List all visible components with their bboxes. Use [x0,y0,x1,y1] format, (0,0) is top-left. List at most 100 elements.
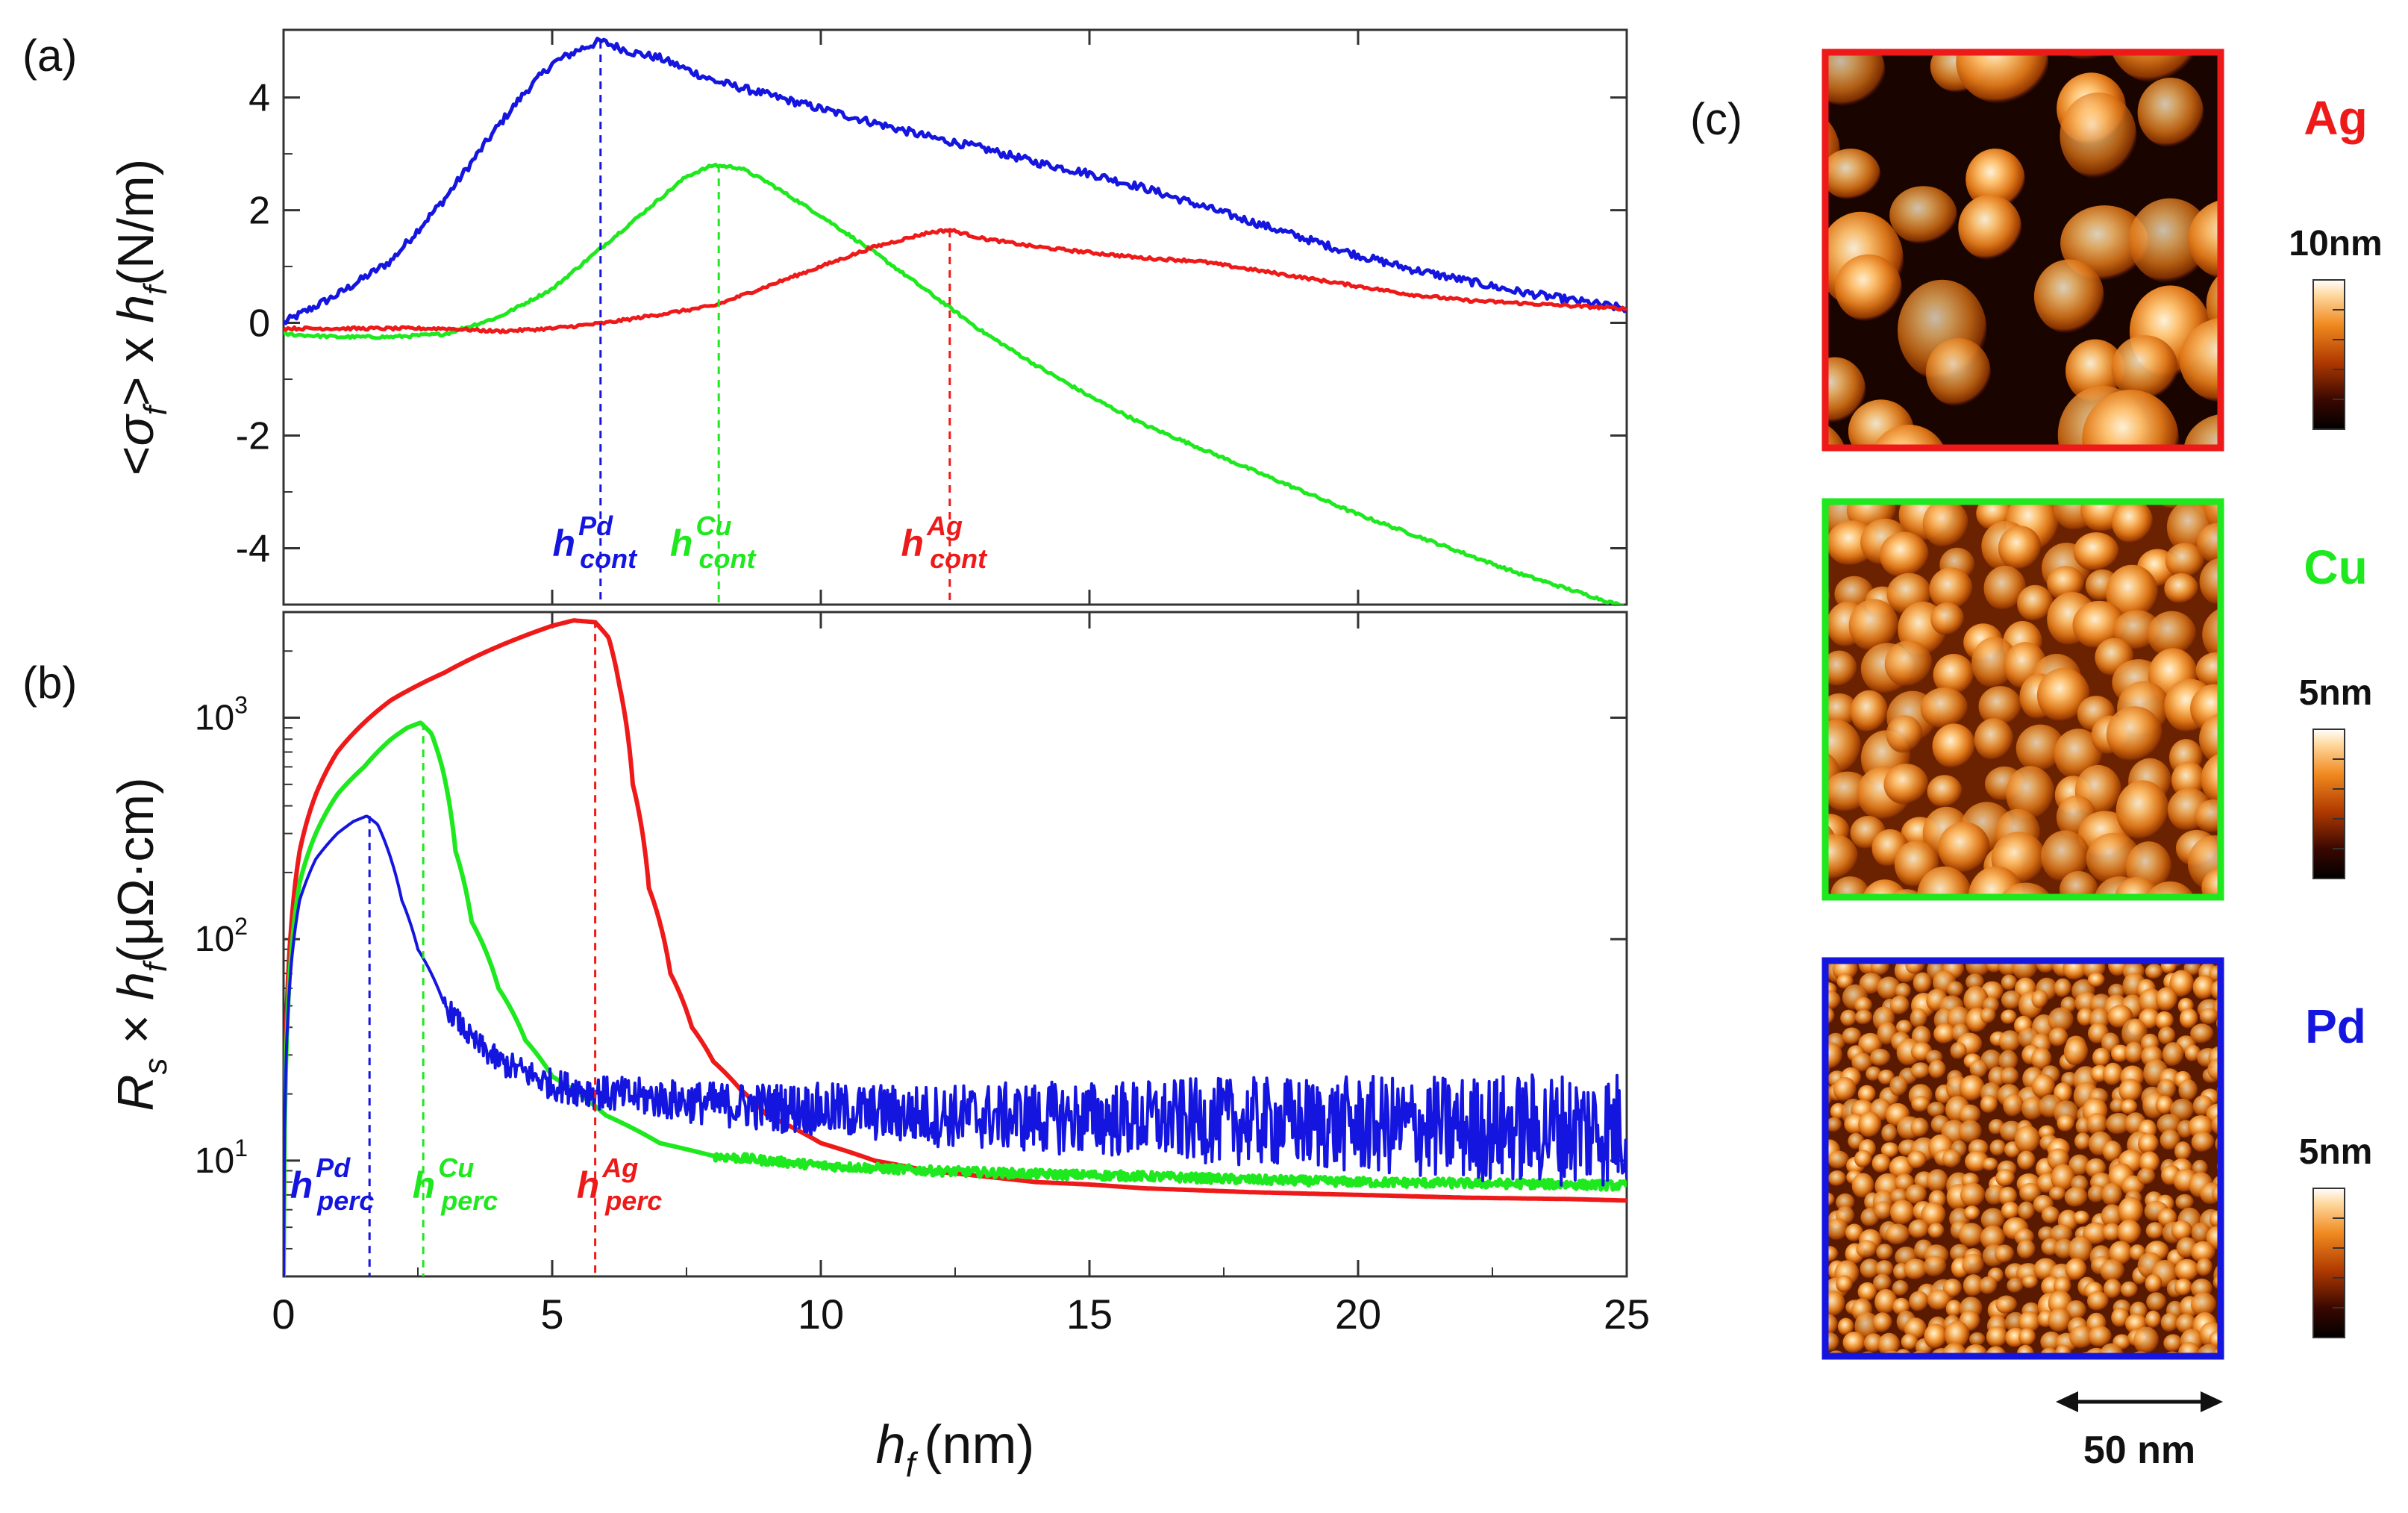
panel-b-xlabel: hf (nm) [876,1415,1035,1484]
afm-grain [2137,1167,2156,1185]
afm-grain [2175,1313,2197,1334]
xtick-label-b-4: 20 [1335,1291,1381,1338]
afm-grain [2158,1026,2176,1045]
afm-grain [1927,1223,1945,1239]
afm-grain [1845,1223,1864,1242]
afm-grain [1927,1102,1946,1117]
afm-grain [2102,1141,2122,1162]
afm-grain [1927,775,1963,808]
afm-grain [1825,990,1841,1011]
afm-grain [1879,531,1929,578]
afm-grain [1826,1117,1842,1132]
afm-grain [1827,1150,1850,1170]
afm-grain [2184,1044,2201,1062]
afm-grain [1783,788,1824,831]
afm-grain [1825,834,1858,880]
afm-grain [2072,600,2127,649]
marker-h: h [577,1164,600,1206]
marker-sup: Ag [926,511,963,541]
afm-image-ag: Ag 10nm [1821,0,2383,452]
afm-grain [1869,1049,1891,1067]
afm-grain [2202,608,2221,661]
afm-grain [2111,447,2165,496]
afm-grain [2031,1074,2056,1099]
series-b-pd [284,814,1627,1276]
afm-grain [2065,1258,2087,1281]
afm-grain [1825,613,1827,628]
afm-grain [1877,1332,1901,1356]
afm-grain [2201,752,2221,806]
afm-grain [2191,1292,2217,1317]
afm-grain [1872,1312,1892,1333]
panel-label-c: (c) [1690,94,1742,144]
afm-grain [1910,1117,1929,1138]
afm-grain [1958,195,2021,261]
afm-grain [1825,52,1886,107]
afm-grain [1825,424,1845,448]
afm-grain [1933,654,1974,696]
afm-grain [1978,686,2022,727]
afm-grain [1770,443,1825,499]
ytick-label-a-0: 4 [248,77,270,120]
afm-grain [1958,1223,1984,1248]
afm-grain [1872,424,1945,448]
afm-grain [1858,1111,1882,1138]
afm-grain [2192,975,2216,1000]
afm-grain [2199,558,2221,606]
afm-grain [1959,1075,1985,1102]
afm-texture-pd [1800,932,2221,1356]
afm-label-ag: Ag [2304,91,2367,145]
ylabel-b-unit: (μΩ·cm) [107,777,164,963]
afm-grain [1930,602,1965,636]
afm-grain [2138,932,2163,960]
afm-grain [2073,1210,2090,1225]
afm-grain [2160,1312,2180,1332]
afm-scale-ag: 10nm [2289,224,2382,263]
afm-grain [2128,198,2212,284]
afm-grain [2103,1062,2124,1086]
afm-grain [2060,871,2098,897]
afm-grain [2087,1185,2107,1203]
afm-grain [1959,1120,1982,1144]
marker-h: h [901,522,925,564]
afm-grain [2111,335,2178,401]
afm-grain [1995,1244,2015,1264]
series-a-pd [284,37,1627,325]
afm-grain [2057,1114,2075,1132]
afm-grain [2179,1008,2198,1029]
afm-grain [1856,1240,1877,1258]
afm-grain [2106,1113,2132,1135]
afm-grain [1933,1023,1957,1044]
afm-grain [1905,961,1925,975]
afm-grain [1825,1291,1845,1317]
afm-grain [1800,957,1820,976]
ylabel-a-sigma: σ [107,414,164,446]
afm-grain [1938,822,1990,874]
afm-grain [1989,1139,2007,1156]
afm-grain [2031,1047,2052,1071]
afm-grain [1848,599,1899,652]
afm-grain [1800,1294,1825,1322]
afm-grain [1925,338,1991,407]
afm-grain [1830,458,1869,491]
afm-grain [1803,1281,1821,1302]
afm-grain [1801,993,1818,1010]
marker-sup: Cu [695,511,731,541]
afm-grain [1901,1333,1918,1350]
afm-grain [2069,1325,2095,1349]
afm-grain [1945,1300,1963,1318]
afm-grain [2087,1291,2109,1311]
afm-grain [2019,1182,2042,1202]
afm-grain [1909,1291,1929,1312]
afm-grain [2018,1328,2036,1347]
afm-grain [2203,0,2269,22]
afm-grain [2082,390,2179,448]
afm-grain [2101,1204,2124,1228]
afm-grain [2001,1201,2020,1220]
series-a-cu [284,163,1624,605]
afm-grain [2155,987,2178,1012]
afm-grain [2101,1182,2123,1206]
afm-grain [1980,1225,2006,1250]
afm-grain [2065,1300,2086,1320]
